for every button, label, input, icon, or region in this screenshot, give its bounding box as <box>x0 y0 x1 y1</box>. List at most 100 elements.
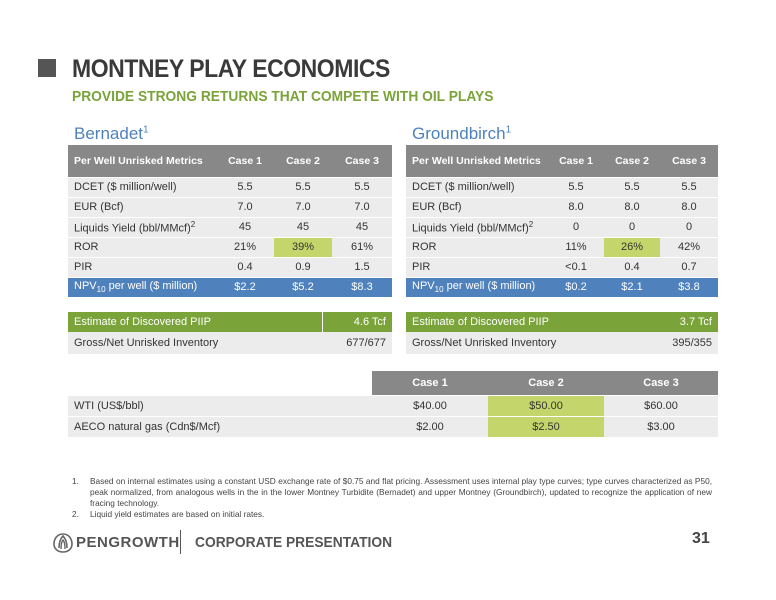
row-label: ROR <box>68 236 216 257</box>
table-cell: 0 <box>660 216 718 237</box>
page-title: MONTNEY PLAY ECONOMICS <box>72 55 390 83</box>
row-label-text: EUR (Bcf) <box>74 201 124 213</box>
footnote-text: Based on internal estimates using a cons… <box>90 476 712 508</box>
pricing-table: Case 1 Case 2 Case 3 WTI (US$/bbl) $40.0… <box>68 371 718 437</box>
column-header: Case 1 <box>216 145 274 177</box>
column-header: Case 1 <box>548 145 604 177</box>
piip-row: Estimate of Discovered PIIP 3.7 Tcf <box>406 312 718 332</box>
bernadet-metrics-table: Per Well Unrisked Metrics Case 1 Case 2 … <box>68 145 392 297</box>
table-cell: $60.00 <box>604 394 718 416</box>
table-cell: 5.5 <box>548 176 604 197</box>
table-cell: $5.2 <box>274 276 332 297</box>
groundbirch-title-footnote: 1 <box>505 124 512 136</box>
groundbirch-title-text: Groundbirch <box>412 124 506 143</box>
table-cell: 7.0 <box>332 196 392 217</box>
table-cell: 5.5 <box>216 176 274 197</box>
row-label: WTI (US$/bbl) <box>68 394 372 416</box>
table-cell: 45 <box>216 216 274 237</box>
npv-label: NPV <box>74 280 97 293</box>
bernadet-title-text: Bernadet <box>74 124 143 143</box>
title-bullet <box>38 59 56 77</box>
page-subtitle: PROVIDE STRONG RETURNS THAT COMPETE WITH… <box>72 88 494 105</box>
groundbirch-piip-table: Estimate of Discovered PIIP 3.7 Tcf Gros… <box>406 312 718 354</box>
column-header: Per Well Unrisked Metrics <box>406 145 548 177</box>
table-cell: $8.3 <box>332 276 392 297</box>
column-header: Case 2 <box>488 371 604 395</box>
table-cell: 0.9 <box>274 256 332 277</box>
logo-text: PENGROWTH <box>76 534 180 551</box>
piip-label: Estimate of Discovered PIIP <box>406 312 648 332</box>
row-label-text: Liquids Yield (bbl/MMcf) <box>412 222 529 235</box>
table-row: WTI (US$/bbl) $40.00 $50.00 $60.00 <box>68 394 718 416</box>
footnotes: 1. Based on internal estimates using a c… <box>72 476 712 520</box>
row-label: PIR <box>406 256 548 277</box>
piip-label: Estimate of Discovered PIIP <box>68 312 322 332</box>
inventory-value: 395/355 <box>648 332 718 354</box>
highlighted-cell: $2.50 <box>488 415 604 437</box>
table-cell: 5.5 <box>660 176 718 197</box>
bernadet-title-footnote: 1 <box>143 124 149 136</box>
row-label-text: EUR (Bcf) <box>412 201 462 213</box>
inventory-row: Gross/Net Unrisked Inventory 677/677 <box>68 332 392 354</box>
table-cell: 0.4 <box>216 256 274 277</box>
table-row: AECO natural gas (Cdn$/Mcf) $2.00 $2.50 … <box>68 415 718 437</box>
column-header: Case 1 <box>372 371 488 395</box>
table-cell: 8.0 <box>660 196 718 217</box>
inventory-label: Gross/Net Unrisked Inventory <box>68 332 322 354</box>
table-cell: 0 <box>548 216 604 237</box>
row-label: PIR <box>68 256 216 277</box>
row-label-text: DCET ($ million/well) <box>412 181 515 193</box>
npv-label-suffix: per well ($ million) <box>443 280 536 293</box>
inventory-row: Gross/Net Unrisked Inventory 395/355 <box>406 332 718 354</box>
inventory-label: Gross/Net Unrisked Inventory <box>406 332 648 354</box>
row-label-text: Liquids Yield (bbl/MMcf) <box>74 222 191 235</box>
piip-row: Estimate of Discovered PIIP 4.6 Tcf <box>68 312 392 332</box>
table-row: EUR (Bcf) 7.0 7.0 7.0 <box>68 196 392 217</box>
groundbirch-title: Groundbirch1 <box>412 124 511 144</box>
bernadet-title: Bernadet1 <box>74 124 149 144</box>
table-cell: $3.8 <box>660 276 718 297</box>
table-cell: 11% <box>548 236 604 257</box>
table-cell: 45 <box>332 216 392 237</box>
row-label-text: PIR <box>412 261 431 273</box>
footnote-text: Liquid yield estimates are based on init… <box>90 509 265 519</box>
column-header: Case 3 <box>660 145 718 177</box>
row-label-text: DCET ($ million/well) <box>74 181 177 193</box>
table-cell: 0.4 <box>604 256 660 277</box>
table-cell: <0.1 <box>548 256 604 277</box>
row-label: DCET ($ million/well) <box>68 176 216 197</box>
row-label: EUR (Bcf) <box>406 196 548 217</box>
table-row: Liquids Yield (bbl/MMcf)2 45 45 45 <box>68 216 392 237</box>
table-cell: 42% <box>660 236 718 257</box>
footer-divider <box>180 530 181 554</box>
footnote-number: 2. <box>72 509 79 519</box>
table-row: PIR <0.1 0.4 0.7 <box>406 256 718 277</box>
row-label-text: ROR <box>412 241 437 253</box>
table-header-row: Per Well Unrisked Metrics Case 1 Case 2 … <box>406 145 718 177</box>
table-cell: $0.2 <box>548 276 604 297</box>
blank-header <box>68 371 372 395</box>
column-header: Case 2 <box>604 145 660 177</box>
table-cell: $2.2 <box>216 276 274 297</box>
table-row: PIR 0.4 0.9 1.5 <box>68 256 392 277</box>
npv-row: NPV10 per well ($ million) $2.2 $5.2 $8.… <box>68 276 392 297</box>
row-label: DCET ($ million/well) <box>406 176 548 197</box>
table-cell: $40.00 <box>372 394 488 416</box>
table-cell: 7.0 <box>216 196 274 217</box>
pengrowth-logo-icon <box>53 533 73 553</box>
table-row: EUR (Bcf) 8.0 8.0 8.0 <box>406 196 718 217</box>
row-label-text: ROR <box>74 241 99 253</box>
highlighted-cell: 26% <box>604 236 660 257</box>
table-cell: 21% <box>216 236 274 257</box>
column-header: Per Well Unrisked Metrics <box>68 145 216 177</box>
table-cell: 8.0 <box>548 196 604 217</box>
row-label-text: PIR <box>74 261 93 273</box>
row-label: Liquids Yield (bbl/MMcf)2 <box>68 216 216 237</box>
row-label: NPV10 per well ($ million) <box>406 276 548 297</box>
table-cell: 7.0 <box>274 196 332 217</box>
npv-subscript: 10 <box>96 285 106 295</box>
npv-label: NPV <box>412 280 435 293</box>
table-row: ROR 21% 39% 61% <box>68 236 392 257</box>
table-row: DCET ($ million/well) 5.5 5.5 5.5 <box>406 176 718 197</box>
row-label: ROR <box>406 236 548 257</box>
